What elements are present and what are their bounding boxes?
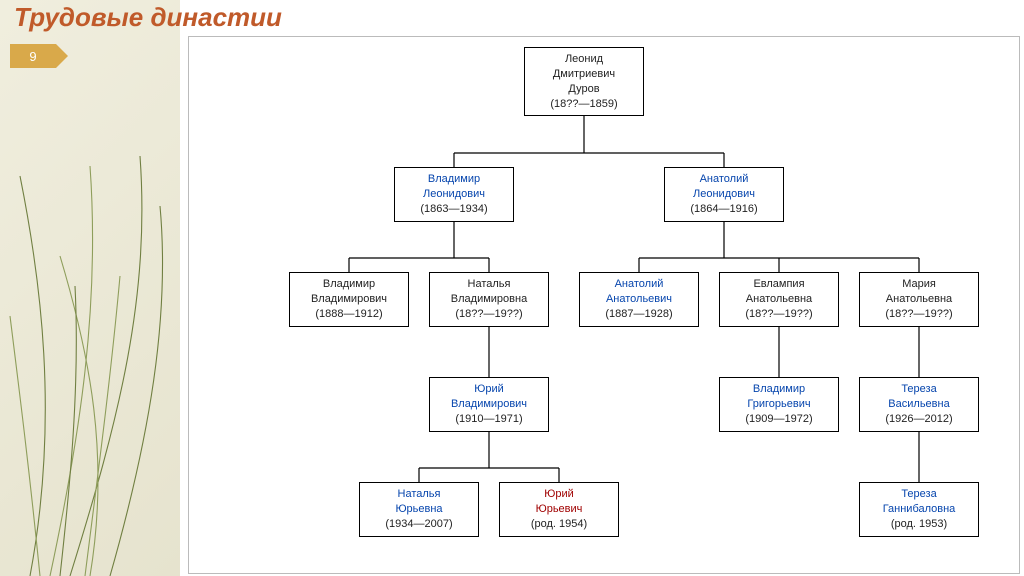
slide: Трудовые династии 9 ЛеонидДмитриевичДуро… [0,0,1024,576]
tree-node: ТерезаВасильевна(1926—2012) [859,377,979,432]
tree-node: НатальяЮрьевна(1934—2007) [359,482,479,537]
tree-node: ВладимирВладимирович(1888—1912) [289,272,409,327]
node-years: (1934—2007) [366,517,472,532]
node-name: ЕвлампияАнатольевна [726,277,832,307]
tree-node: ЛеонидДмитриевичДуров(18??—1859) [524,47,644,116]
node-years: (18??—19??) [436,307,542,322]
node-years: (18??—19??) [866,307,972,322]
node-name: АнатолийЛеонидович [671,172,777,202]
node-name: ЮрийЮрьевич [506,487,612,517]
tree-node: АнатолийЛеонидович(1864—1916) [664,167,784,222]
tree-node: ТерезаГаннибаловна(род. 1953) [859,482,979,537]
node-years: (18??—19??) [726,307,832,322]
accent-panel [0,0,180,576]
tree-node: НатальяВладимировна(18??—19??) [429,272,549,327]
node-name: ТерезаГаннибаловна [866,487,972,517]
node-years: (1926—2012) [866,412,972,427]
node-name: НатальяВладимировна [436,277,542,307]
page-badge: 9 [10,44,56,68]
node-name: ЛеонидДмитриевичДуров [531,52,637,97]
tree-node: МарияАнатольевна(18??—19??) [859,272,979,327]
node-name: ВладимирЛеонидович [401,172,507,202]
node-years: (род. 1954) [506,517,612,532]
node-name: ВладимирГригорьевич [726,382,832,412]
family-tree-diagram: ЛеонидДмитриевичДуров(18??—1859)Владимир… [188,36,1020,574]
tree-node: ЮрийВладимирович(1910—1971) [429,377,549,432]
node-years: (1910—1971) [436,412,542,427]
tree-node: ВладимирГригорьевич(1909—1972) [719,377,839,432]
node-years: (1864—1916) [671,202,777,217]
node-name: ЮрийВладимирович [436,382,542,412]
node-name: ТерезаВасильевна [866,382,972,412]
node-years: (18??—1859) [531,97,637,112]
node-years: (1887—1928) [586,307,692,322]
node-name: НатальяЮрьевна [366,487,472,517]
node-years: (1909—1972) [726,412,832,427]
tree-node: АнатолийАнатольевич(1887—1928) [579,272,699,327]
slide-title: Трудовые династии [14,2,282,33]
tree-node: ЕвлампияАнатольевна(18??—19??) [719,272,839,327]
tree-node: ВладимирЛеонидович(1863—1934) [394,167,514,222]
tree-node: ЮрийЮрьевич(род. 1954) [499,482,619,537]
page-number: 9 [29,49,36,64]
node-years: (род. 1953) [866,517,972,532]
node-name: АнатолийАнатольевич [586,277,692,307]
node-years: (1888—1912) [296,307,402,322]
node-years: (1863—1934) [401,202,507,217]
node-name: ВладимирВладимирович [296,277,402,307]
node-name: МарияАнатольевна [866,277,972,307]
